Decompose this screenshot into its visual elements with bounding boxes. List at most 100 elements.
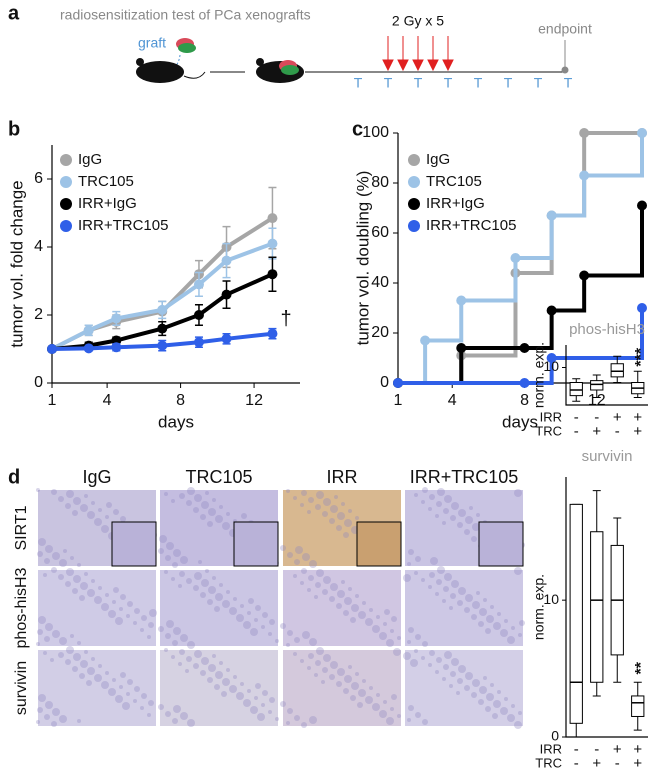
cell-texture [101, 681, 109, 689]
cell-texture [65, 659, 71, 665]
inset [478, 521, 524, 567]
cell-texture [308, 575, 314, 581]
chart-title: phos-hisH3 [569, 321, 645, 338]
cell-texture [358, 689, 366, 697]
cell-texture [179, 571, 185, 577]
cell-texture [222, 600, 230, 608]
cell-texture [309, 560, 317, 568]
treatment-label: T [564, 75, 573, 91]
cell-texture [37, 551, 43, 557]
cell-texture [241, 513, 247, 519]
cell-texture [269, 697, 275, 703]
factor-name: IRR [540, 741, 562, 756]
cell-texture [456, 691, 460, 695]
cell-texture [229, 685, 237, 693]
data-point [111, 313, 122, 324]
cell-texture [507, 714, 515, 722]
cell-texture [478, 699, 484, 705]
cell-texture [98, 586, 102, 590]
cell-texture [98, 508, 102, 512]
cell-texture [429, 494, 435, 500]
cell-texture [115, 617, 123, 625]
cell-texture [207, 521, 213, 527]
cell-texture [120, 672, 126, 678]
cell-texture [294, 559, 300, 565]
cell-texture [407, 718, 411, 722]
cell-texture [38, 538, 46, 546]
inset [111, 521, 157, 567]
cell-texture [59, 637, 67, 645]
cell-texture [262, 612, 268, 618]
x-tick-label: 8 [520, 392, 529, 409]
factor-level: + [592, 755, 601, 771]
cell-texture [390, 629, 394, 633]
cell-texture [415, 634, 421, 640]
cell-texture [351, 604, 359, 612]
cell-texture [179, 493, 185, 499]
cell-texture [86, 680, 92, 686]
treatment-label: T [474, 75, 483, 91]
cell-texture [293, 574, 297, 578]
cell-texture [120, 594, 126, 600]
cell-texture [119, 607, 123, 611]
cell-texture [193, 663, 199, 669]
data-point [546, 353, 557, 363]
factor-level: - [594, 409, 599, 426]
cell-texture [66, 646, 74, 654]
factor-level: - [574, 741, 579, 758]
data-point [519, 343, 530, 353]
cell-texture [343, 532, 349, 538]
x-axis-label: days [158, 412, 194, 431]
legend-label: IRR+IgG [426, 195, 485, 212]
cell-texture [140, 706, 144, 710]
annotation: ** [633, 661, 650, 674]
cell-texture [294, 715, 300, 721]
cell-texture [457, 600, 463, 606]
cell-texture [492, 713, 498, 719]
cell-texture [384, 609, 390, 615]
cell-texture [173, 627, 181, 635]
cell-texture [280, 701, 286, 707]
cell-texture [65, 503, 71, 509]
cell-texture [348, 665, 352, 669]
cell-texture [106, 502, 112, 508]
cell-texture [51, 489, 57, 495]
cell-texture [334, 495, 338, 499]
cell-texture [134, 608, 140, 614]
cell-texture [316, 491, 324, 499]
cell-texture [442, 521, 446, 525]
cell-texture [77, 641, 81, 645]
cell-texture [493, 622, 501, 630]
cell-texture [275, 717, 279, 721]
cell-texture [451, 580, 459, 588]
cell-texture [344, 519, 352, 527]
cell-texture [348, 509, 352, 513]
cell-texture [44, 636, 50, 642]
cell-texture [435, 670, 439, 674]
cell-texture [226, 512, 230, 516]
cell-texture [115, 695, 123, 703]
cell-texture [179, 649, 185, 655]
cell-texture [497, 612, 501, 616]
cell-texture [207, 677, 213, 683]
legend-marker [408, 154, 420, 166]
cell-texture [70, 634, 74, 638]
cell-texture [397, 714, 401, 718]
cell-texture [414, 649, 418, 653]
mouse-tail [183, 71, 206, 79]
x-tick-label: 1 [48, 392, 57, 409]
cell-texture [280, 545, 286, 551]
y-tick-label: 100 [362, 124, 389, 141]
y-tick-label: 2 [34, 306, 43, 323]
cell-texture [200, 592, 206, 598]
cell-texture [450, 515, 456, 521]
panel-label: d [8, 466, 20, 488]
cell-texture [436, 579, 442, 585]
cell-texture [275, 639, 279, 643]
cell-texture [308, 497, 314, 503]
cell-texture [226, 668, 230, 672]
cell-texture [201, 657, 209, 665]
cell-texture [180, 634, 188, 642]
cell-texture [407, 640, 411, 644]
cell-texture [408, 705, 414, 711]
